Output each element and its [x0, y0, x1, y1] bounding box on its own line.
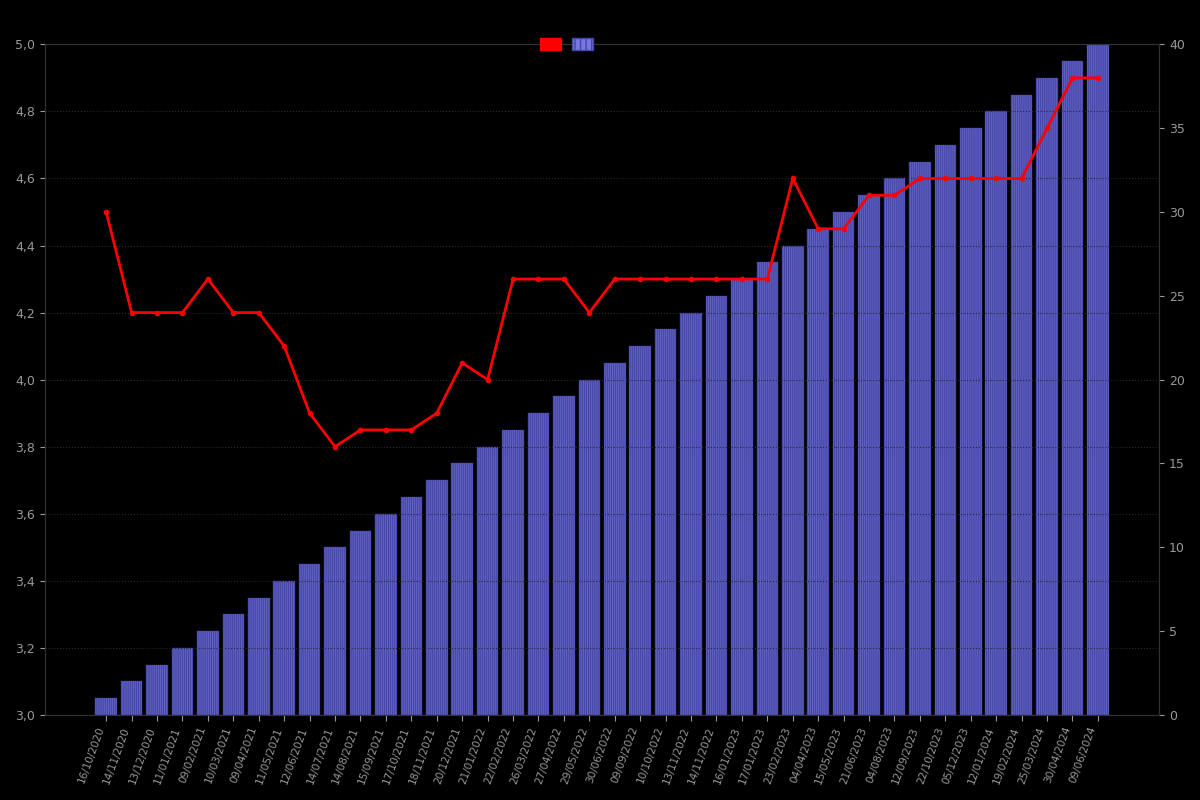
Bar: [604, 363, 625, 715]
Bar: [349, 530, 371, 715]
Bar: [1037, 78, 1058, 715]
Bar: [324, 547, 346, 715]
Bar: [274, 581, 295, 715]
Bar: [95, 698, 118, 715]
Bar: [680, 313, 702, 715]
Bar: [910, 162, 931, 715]
Bar: [503, 430, 524, 715]
Bar: [883, 178, 905, 715]
Bar: [401, 497, 422, 715]
Bar: [985, 111, 1007, 715]
Bar: [706, 296, 727, 715]
Bar: [146, 665, 168, 715]
Bar: [426, 480, 448, 715]
Bar: [528, 413, 550, 715]
Bar: [299, 564, 320, 715]
Bar: [1010, 94, 1032, 715]
Bar: [756, 262, 778, 715]
Bar: [858, 195, 880, 715]
Bar: [731, 279, 752, 715]
Bar: [578, 380, 600, 715]
Bar: [935, 145, 956, 715]
Bar: [121, 682, 143, 715]
Bar: [553, 397, 575, 715]
Legend: , : ,: [540, 38, 598, 52]
Bar: [222, 614, 244, 715]
Bar: [655, 330, 677, 715]
Bar: [172, 648, 193, 715]
Bar: [451, 463, 473, 715]
Bar: [808, 229, 829, 715]
Bar: [376, 514, 397, 715]
Bar: [197, 631, 218, 715]
Bar: [248, 598, 270, 715]
Bar: [629, 346, 652, 715]
Bar: [476, 446, 498, 715]
Bar: [833, 212, 854, 715]
Bar: [782, 246, 804, 715]
Bar: [1062, 61, 1084, 715]
Bar: [960, 128, 982, 715]
Bar: [1087, 44, 1109, 715]
